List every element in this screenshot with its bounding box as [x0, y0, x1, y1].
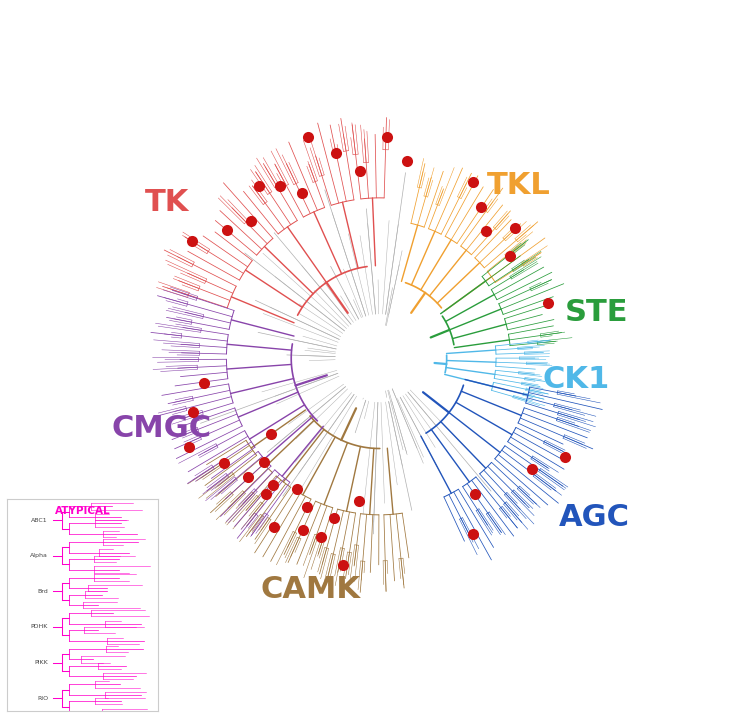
- Text: PDHK: PDHK: [31, 625, 48, 630]
- Text: PIKK: PIKK: [35, 660, 48, 665]
- Text: CAMK: CAMK: [261, 575, 361, 604]
- Text: STE: STE: [564, 299, 628, 327]
- Text: Brd: Brd: [37, 589, 48, 594]
- Text: Alpha: Alpha: [30, 554, 48, 559]
- Text: TK: TK: [145, 188, 189, 217]
- Text: ABC1: ABC1: [32, 518, 48, 523]
- Text: TKL: TKL: [487, 171, 551, 200]
- Text: ATYPICAL: ATYPICAL: [55, 506, 110, 516]
- Text: CK1: CK1: [542, 365, 610, 393]
- Text: AGC: AGC: [559, 503, 630, 532]
- Text: CMGC: CMGC: [111, 414, 212, 444]
- Text: RIO: RIO: [37, 696, 48, 701]
